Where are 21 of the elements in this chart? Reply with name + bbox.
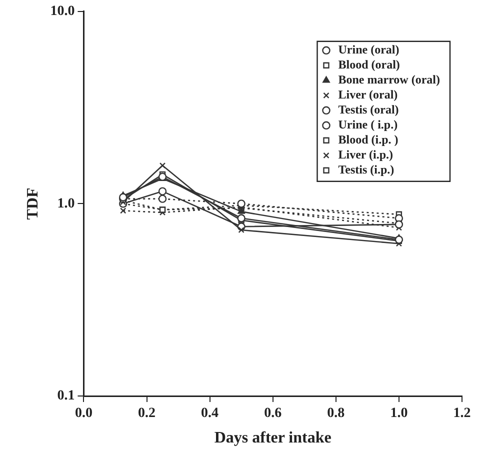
x-tick-label: 1.2 bbox=[453, 406, 471, 422]
x-tick-label: 1.0 bbox=[390, 406, 408, 422]
x-tick-label: 0.8 bbox=[327, 406, 345, 422]
legend-label: Liver (i.p.) bbox=[338, 147, 394, 162]
x-tick-label: 0.0 bbox=[74, 406, 92, 422]
y-tick-label: 1.0 bbox=[57, 196, 75, 212]
y-axis-title: TDF bbox=[24, 187, 42, 220]
legend-label: Bone marrow (oral) bbox=[338, 72, 440, 86]
x-tick-label: 0.2 bbox=[138, 406, 156, 422]
x-tick-label: 0.4 bbox=[201, 406, 219, 422]
legend-label: Blood (i.p. ) bbox=[338, 132, 398, 146]
legend-label: Liver (oral) bbox=[338, 87, 398, 102]
y-tick-label: 10.0 bbox=[50, 4, 75, 20]
y-tick-label: 0.1 bbox=[57, 388, 75, 404]
x-axis-title: Days after intake bbox=[214, 430, 332, 447]
legend-label: Testis (i.p.) bbox=[338, 162, 394, 176]
legend-label: Urine (oral) bbox=[338, 42, 400, 56]
legend-label: Testis (oral) bbox=[338, 102, 399, 116]
x-tick-label: 0.6 bbox=[264, 406, 282, 422]
legend-label: Urine ( i.p.) bbox=[338, 117, 398, 132]
legend-label: Blood (oral) bbox=[338, 57, 400, 72]
